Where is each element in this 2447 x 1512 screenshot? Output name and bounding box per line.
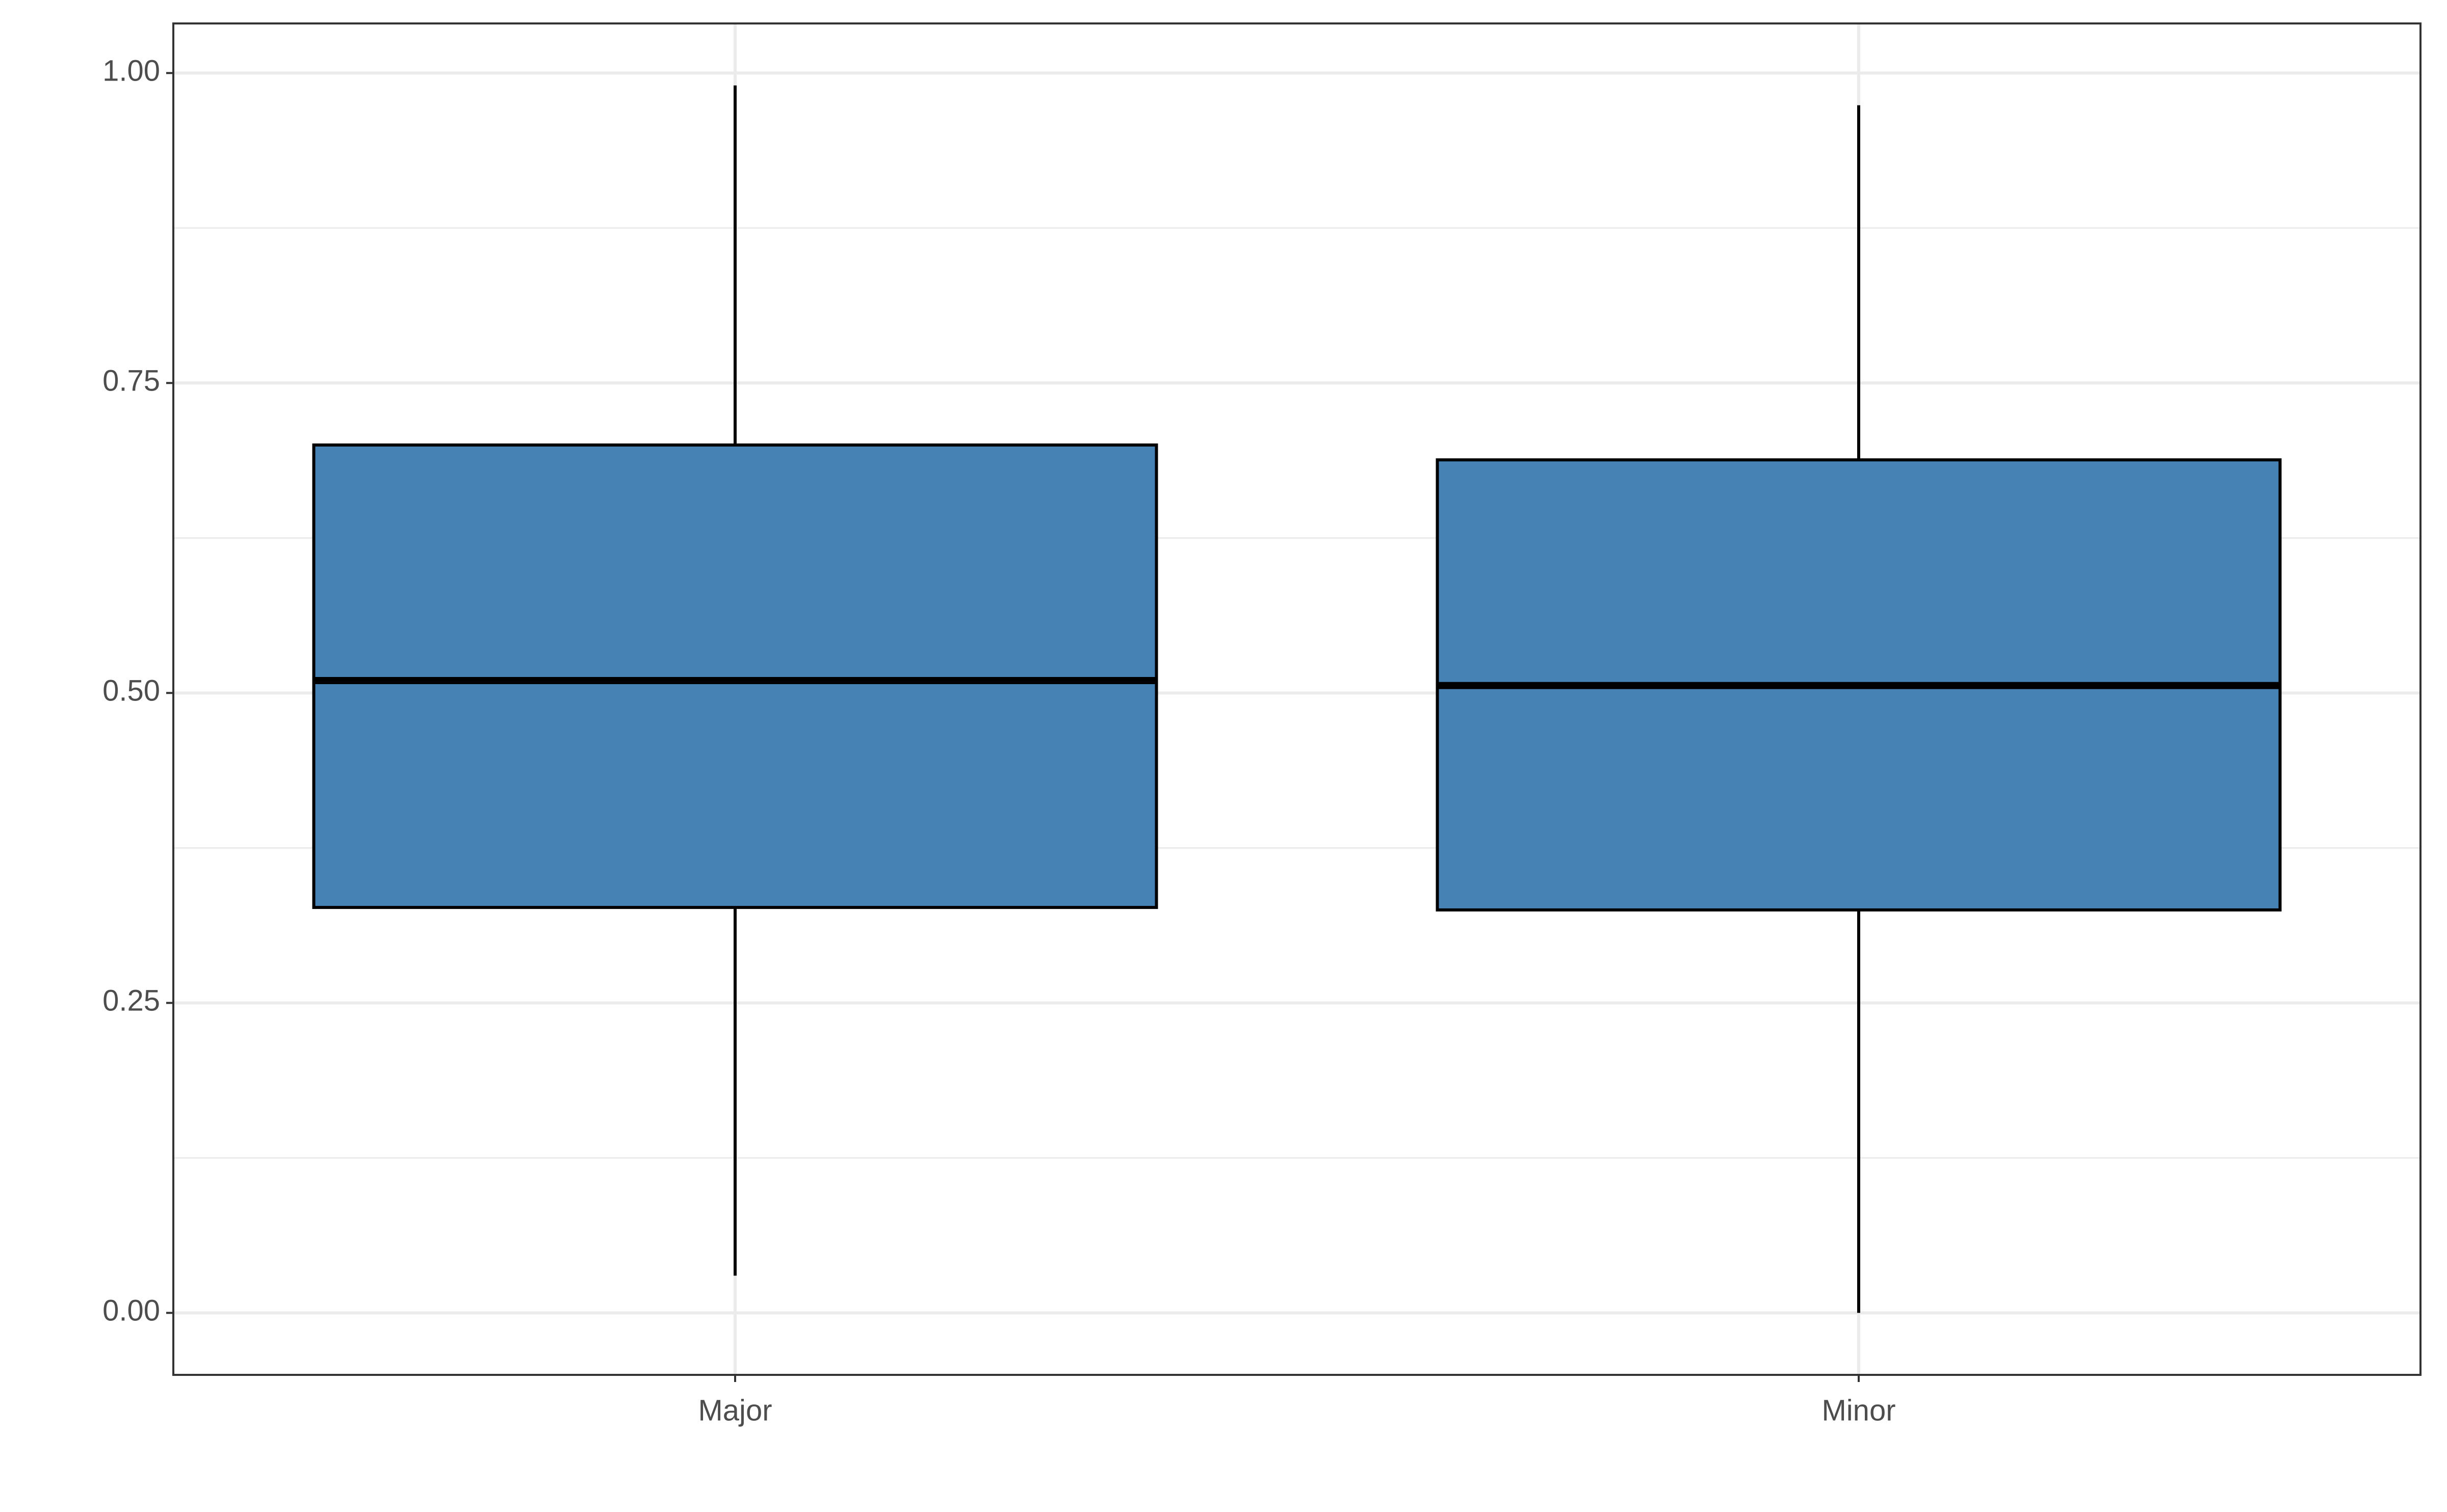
y-tick-label: 0.00 — [102, 1294, 160, 1327]
y-tick-label: 1.00 — [102, 55, 160, 88]
x-tick-label: Minor — [1821, 1394, 1895, 1427]
y-tick-label: 0.75 — [102, 364, 160, 398]
x-tick-label: Major — [698, 1394, 772, 1427]
panel-border — [172, 22, 2422, 1376]
y-tick-label: 0.50 — [102, 674, 160, 708]
box — [312, 443, 1158, 909]
y-tick-label: 0.25 — [102, 984, 160, 1018]
